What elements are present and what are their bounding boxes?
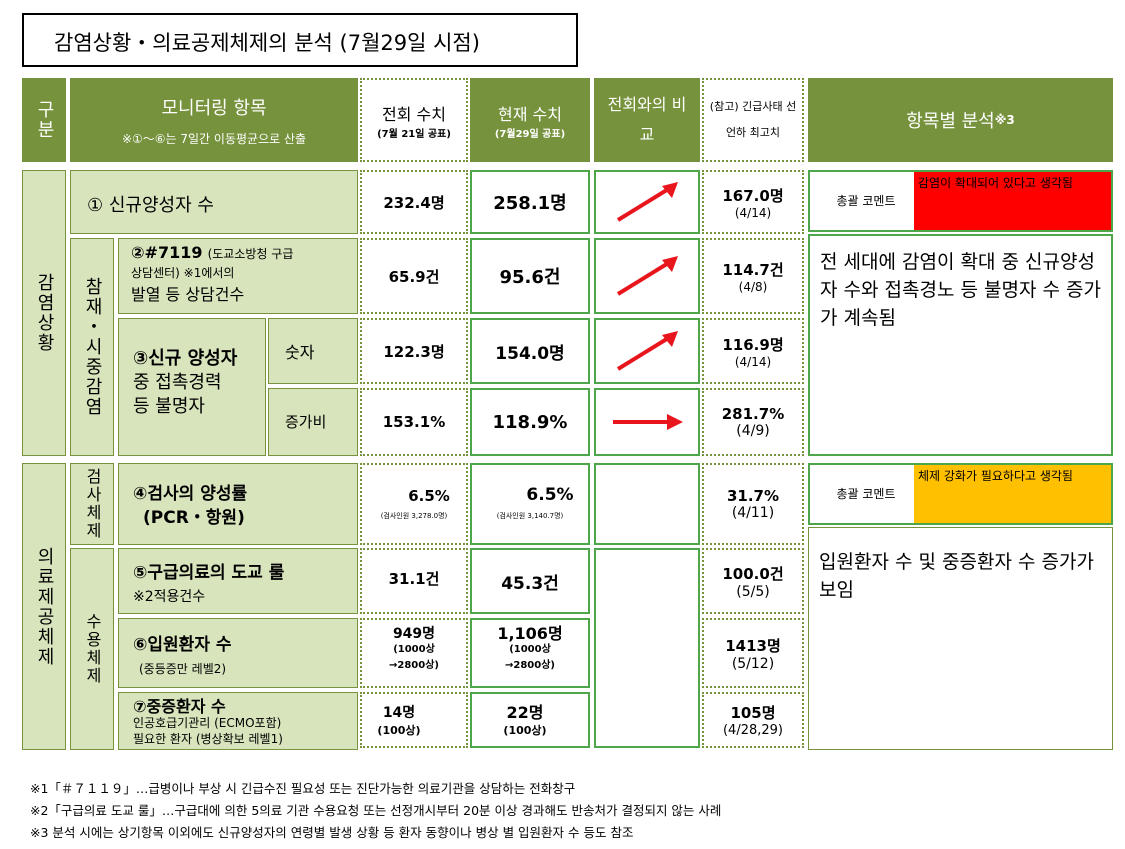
infection-comment-box: 총괄 코멘트 감염이 확대되어 있다고 생각됨	[808, 170, 1113, 232]
row-3-label: ③신규 양성자 중 접촉경력 등 불명자	[118, 318, 266, 456]
row-2-label: ②#7119 (도교소방청 구급 상담센터) ※1에서의 발열 등 상담건수	[118, 238, 358, 314]
page-title: 감염상황・의료공제체제의 분석 (7월29일 시점)	[22, 13, 578, 67]
row-3-ref: 116.9명 (4/14)	[702, 318, 804, 384]
footnote-2: ※2「구급의료 도교 룰」…구급대에 의한 5의료 기관 수용요청 또는 선정개…	[30, 803, 722, 818]
arrow-up-icon	[616, 182, 678, 222]
row-6-current: 1,106명 (1000상 →2800상)	[470, 618, 590, 688]
row-5-7-compare	[594, 548, 700, 748]
footnote-1: ※1「＃７１１９」…급병이나 부상 시 긴급수진 필요성 또는 진단가능한 의료…	[30, 781, 576, 796]
infection-comment: 감염이 확대되어 있다고 생각됨	[914, 172, 1111, 230]
section-resurgence: 참재・시중감염	[70, 238, 114, 456]
row-4-compare	[594, 463, 700, 545]
header-items: 모니터링 항목 ※①～⑥는 7일간 이동평균으로 산출	[70, 78, 358, 162]
arrow-up-icon	[616, 256, 678, 296]
row-5-current: 45.3건	[470, 548, 590, 614]
row-3-sub-count: 숫자	[268, 318, 358, 384]
row-1-prev: 232.4명	[360, 170, 468, 234]
row-4-prev: 6.5% (검사인원 3,278.0명)	[360, 463, 468, 545]
row-1-current: 258.1명	[470, 170, 590, 234]
row-3-compare-ratio	[594, 388, 700, 456]
row-7-label: ⑦중증환자 수 인공호급기관리 (ECMO포함) 필요한 환자 (병상확보 레벨…	[118, 692, 358, 750]
row-3-prev-ratio: 153.1%	[360, 388, 468, 456]
row-3-current-ratio: 118.9%	[470, 388, 590, 456]
header-current: 현재 수치 (7월29일 공표)	[470, 78, 590, 162]
row-2-current: 95.6건	[470, 238, 590, 314]
row-2-prev: 65.9건	[360, 238, 468, 314]
medical-analysis-text: 입원환자 수 및 중증환자 수 증가가 보임	[808, 527, 1113, 750]
row-6-ref: 1413명 (5/12)	[702, 618, 804, 688]
row-3-compare	[594, 318, 700, 384]
row-4-current: 6.5% (검사인원 3,140.7명)	[470, 463, 590, 545]
header-analysis: 항목별 분석 ※3	[808, 78, 1113, 162]
infection-analysis-text: 전 세대에 감염이 확대 중 신규양성자 수와 접촉경노 등 불명자 수 증가가…	[808, 234, 1113, 456]
row-5-prev: 31.1건	[360, 548, 468, 614]
comment-label: 총괄 코멘트	[836, 194, 896, 208]
row-2-ref: 114.7건 (4/8)	[702, 238, 804, 314]
row-5-ref: 100.0건 (5/5)	[702, 548, 804, 614]
header-prev: 전회 수치 (7월 21일 공표)	[360, 78, 468, 162]
row-4-ref: 31.7% (4/11)	[702, 463, 804, 545]
row-3-prev: 122.3명	[360, 318, 468, 384]
row-1-compare	[594, 170, 700, 234]
medical-comment-box: 총괄 코멘트 체제 강화가 필요하다고 생각됨	[808, 463, 1113, 525]
row-7-current: 22명 (100상)	[470, 692, 590, 748]
row-2-compare	[594, 238, 700, 314]
section-medical: 의료제공체제	[22, 463, 66, 750]
header-category: 구분	[22, 78, 66, 162]
header-compare: 전회와의 비교	[594, 78, 700, 162]
medical-comment: 체제 강화가 필요하다고 생각됨	[914, 465, 1111, 523]
row-3-ref-ratio: 281.7% (4/9)	[702, 388, 804, 456]
row-6-prev: 949명 (1000상 →2800상)	[360, 618, 468, 688]
arrow-right-icon	[613, 414, 683, 430]
row-5-label: ⑤구급의료의 도교 룰 ※2적용건수	[118, 548, 358, 614]
row-1-ref: 167.0명 (4/14)	[702, 170, 804, 234]
section-testing: 검사체제	[70, 463, 114, 545]
row-3-current: 154.0명	[470, 318, 590, 384]
footnote-3: ※3 분석 시에는 상기항목 이외에도 신규양성자의 연령별 발생 상황 등 환…	[30, 825, 634, 840]
row-1-label: ① 신규양성자 수	[70, 170, 358, 234]
comment-label: 총괄 코멘트	[836, 487, 896, 501]
arrow-up-icon	[616, 331, 678, 371]
row-4-label: ④검사의 양성률 (PCR・항원)	[118, 463, 358, 545]
row-7-ref: 105명 (4/28,29)	[702, 692, 804, 748]
section-infection: 감염상황	[22, 170, 66, 456]
section-capacity: 수용체제	[70, 548, 114, 750]
row-6-label: ⑥입원환자 수 (중등증만 레벨2)	[118, 618, 358, 688]
header-ref: (참고) 긴급사태 선언하 최고치	[702, 78, 804, 162]
row-3-sub-ratio: 증가비	[268, 388, 358, 456]
row-7-prev: 14명 (100상)	[360, 692, 468, 748]
